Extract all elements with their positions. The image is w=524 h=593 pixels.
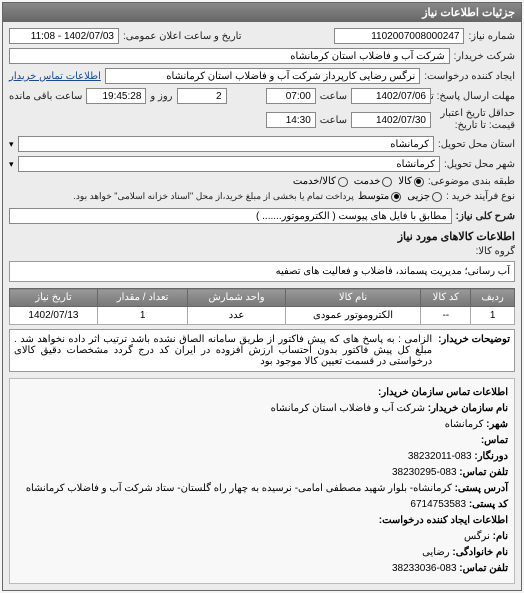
radio-service[interactable]: خدمت bbox=[354, 176, 393, 187]
contact-link[interactable]: اطلاعات تماس خریدار bbox=[9, 71, 101, 82]
buyer-notes: توضیحات خریدار: الزامی : به پاسخ های که … bbox=[9, 329, 515, 372]
addr-label: آدرس پستی: bbox=[455, 483, 508, 494]
phone-label: تلفن تماس: bbox=[459, 467, 508, 478]
need-details-panel: جزئیات اطلاعات نیاز شماره نیاز: 11020070… bbox=[2, 2, 522, 591]
table-col-header: تاریخ نیاز bbox=[10, 289, 98, 307]
panel-body: شماره نیاز: 1102007008000247 تاریخ و ساع… bbox=[3, 22, 521, 590]
buytype-label: نوع فرآیند خرید : bbox=[446, 191, 515, 202]
province-field: کرمانشاه bbox=[18, 136, 434, 152]
goods-cat-label: گروه کالا: bbox=[476, 246, 515, 257]
contact-city-value: کرمانشاه bbox=[445, 419, 484, 430]
province-label: استان محل تحویل: bbox=[438, 139, 515, 150]
desc-field: مطابق با فایل های پیوست ( الکتروموتور...… bbox=[9, 208, 452, 224]
fax-value: 083-38232011 bbox=[408, 451, 472, 462]
deadline-label: مهلت ارسال پاسخ: تا bbox=[435, 91, 515, 102]
contact-title: اطلاعات تماس سازمان خریدار: bbox=[16, 385, 508, 401]
postal-label: کد پستی: bbox=[469, 499, 508, 510]
announce-label: تاریخ و ساعت اعلان عمومی: bbox=[123, 31, 242, 42]
validity-date-field: 1402/07/30 bbox=[351, 112, 431, 128]
contact-city-label: شهر: bbox=[486, 419, 508, 430]
table-cell: 1 bbox=[471, 307, 515, 325]
chevron-down-icon: ▾ bbox=[9, 159, 14, 170]
family-label: نام خانوادگی: bbox=[452, 547, 508, 558]
org-value: شرکت آب و فاضلاب استان کرمانشاه bbox=[271, 403, 425, 414]
table-col-header: واحد شمارش bbox=[188, 289, 285, 307]
tel-value: 083-38233036 bbox=[392, 563, 457, 574]
tel-label: تلفن تماس: bbox=[459, 563, 508, 574]
category-label: طبقه بندی موضوعی: bbox=[428, 176, 515, 187]
family-value: رضایی bbox=[422, 547, 450, 558]
goods-table: ردیفکد کالانام کالاواحد شمارشتعداد / مقد… bbox=[9, 288, 515, 325]
table-col-header: نام کالا bbox=[285, 289, 421, 307]
table-cell: عدد bbox=[188, 307, 285, 325]
deadline-date-field: 1402/07/06 bbox=[351, 88, 431, 104]
name-value: نرگس bbox=[464, 531, 490, 542]
req-contact-title: اطلاعات ایجاد کننده درخواست: bbox=[16, 513, 508, 529]
time-label-2: ساعت bbox=[320, 115, 347, 126]
table-cell: 1402/07/13 bbox=[10, 307, 98, 325]
table-col-header: ردیف bbox=[471, 289, 515, 307]
remain-time-field: 19:45:28 bbox=[86, 88, 146, 104]
category-radio-group: کالا خدمت کالا/خدمت bbox=[293, 176, 424, 187]
buyer-label: شرکت خریدار: bbox=[454, 51, 515, 62]
goods-info-title: اطلاعات کالاهای مورد نیاز bbox=[9, 230, 515, 243]
notes-text: الزامی : به پاسخ های که پیش فاکتور از طر… bbox=[14, 334, 432, 367]
deadline-time-field: 07:00 bbox=[266, 88, 316, 104]
time-label-1: ساعت bbox=[320, 91, 347, 102]
chevron-down-icon: ▾ bbox=[9, 139, 14, 150]
goods-cat-box: آب رسانی؛ مدیریت پسماند، فاضلاب و فعالیت… bbox=[9, 261, 515, 282]
request-no-label: شماره نیاز: bbox=[468, 31, 515, 42]
table-col-header: کد کالا bbox=[421, 289, 471, 307]
panel-title: جزئیات اطلاعات نیاز bbox=[3, 3, 521, 22]
table-cell: -- bbox=[421, 307, 471, 325]
radio-goods[interactable]: کالا bbox=[398, 176, 424, 187]
contact-block: اطلاعات تماس سازمان خریدار: نام سازمان خ… bbox=[9, 378, 515, 584]
requester-label: ایجاد کننده درخواست: bbox=[424, 71, 515, 82]
requester-field: نرگس رضایی کارپرداز شرکت آب و فاضلاب است… bbox=[105, 68, 420, 84]
announce-field: 1402/07/03 - 11:08 bbox=[9, 28, 119, 44]
desc-label: شرح کلی نیاز: bbox=[456, 211, 515, 222]
postal-value: 6714753583 bbox=[410, 499, 466, 510]
buyer-field: شرکت آب و فاضلاب استان کرمانشاه bbox=[9, 48, 450, 64]
request-no-field: 1102007008000247 bbox=[334, 28, 464, 44]
radio-small[interactable]: جزیی bbox=[407, 191, 442, 202]
remain-day-field: 2 bbox=[177, 88, 227, 104]
phone-value: 083-38230295 bbox=[392, 467, 457, 478]
table-cell: الکتروموتور عمودی bbox=[285, 307, 421, 325]
city-field: کرمانشاه bbox=[18, 156, 440, 172]
remain-day-label: روز و bbox=[150, 91, 172, 102]
org-label: نام سازمان خریدار: bbox=[428, 403, 508, 414]
notes-label: توضیحات خریدار: bbox=[432, 334, 510, 367]
buytype-radio-group: جزیی متوسط bbox=[358, 191, 442, 202]
table-row: 1--الکتروموتور عمودیعدد11402/07/13 bbox=[10, 307, 515, 325]
remain-time-label: ساعت باقی مانده bbox=[9, 91, 82, 102]
city-label: شهر محل تحویل: bbox=[444, 159, 515, 170]
table-cell: 1 bbox=[97, 307, 187, 325]
name-label: نام: bbox=[493, 531, 508, 542]
radio-both[interactable]: کالا/خدمت bbox=[293, 176, 348, 187]
table-col-header: تعداد / مقدار bbox=[97, 289, 187, 307]
table-header-row: ردیفکد کالانام کالاواحد شمارشتعداد / مقد… bbox=[10, 289, 515, 307]
validity-time-field: 14:30 bbox=[266, 112, 316, 128]
addr-value: کرمانشاه- بلوار شهید مصطفی امامی- نرسیده… bbox=[26, 483, 452, 494]
fax-label: دورنگار: bbox=[474, 451, 508, 462]
radio-medium[interactable]: متوسط bbox=[358, 191, 401, 202]
validity-label: حداقل تاریخ اعتبار قیمت: تا تاریخ: bbox=[435, 108, 515, 132]
phones-label: تماس: bbox=[16, 433, 508, 449]
buy-note: پرداخت تمام یا بخشی از مبلغ خرید،از محل … bbox=[9, 191, 354, 202]
